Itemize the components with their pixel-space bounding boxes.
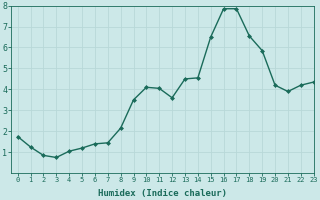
X-axis label: Humidex (Indice chaleur): Humidex (Indice chaleur) bbox=[98, 189, 227, 198]
